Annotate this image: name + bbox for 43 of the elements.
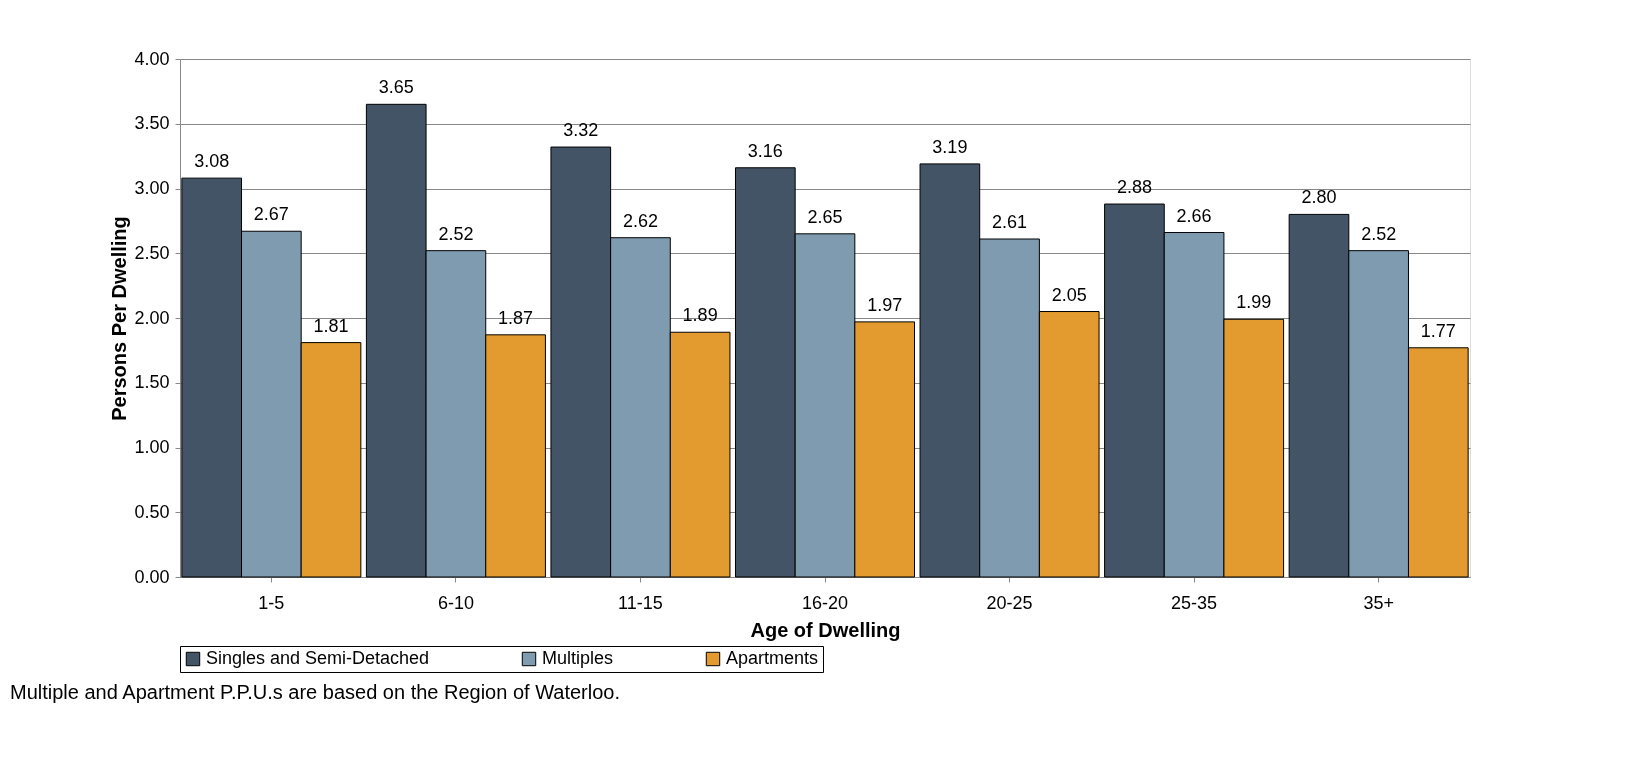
x-tick-label: 20-25 — [986, 592, 1033, 613]
x-tick-label: 1-5 — [258, 592, 285, 613]
y-tick-label: 3.50 — [134, 113, 170, 134]
data-label: 2.66 — [1176, 205, 1212, 226]
data-label: 3.32 — [563, 120, 599, 141]
data-label: 2.62 — [622, 210, 658, 231]
x-axis-title: Age of Dwelling — [750, 618, 901, 641]
y-tick-label: 2.50 — [134, 242, 170, 263]
data-label: 3.08 — [194, 151, 230, 172]
y-tick-label: 1.00 — [134, 437, 170, 457]
x-tick-label: 16-20 — [801, 592, 849, 613]
y-tick-label: 2.00 — [134, 307, 170, 328]
data-label: 2.52 — [438, 223, 474, 244]
data-label: 2.61 — [992, 212, 1028, 233]
data-label: 1.77 — [1420, 320, 1456, 341]
legend-label: Singles and Semi-Detached — [206, 648, 430, 668]
y-axis-title: Persons Per Dwelling — [108, 216, 131, 421]
text: Multiple and Apartment P.P.U.s are based on the Region of Waterloo. — [10, 680, 620, 703]
data-label: 2.88 — [1116, 177, 1152, 198]
data-label: 3.19 — [932, 136, 968, 157]
data-label: 2.52 — [1361, 223, 1397, 244]
data-label: 3.16 — [747, 140, 783, 161]
legend-label: Multiples — [542, 648, 614, 668]
y-tick-label: 3.00 — [134, 178, 170, 198]
y-tick-label: 0.50 — [134, 501, 170, 522]
data-label: 2.05 — [1051, 284, 1087, 305]
y-tick-label: 0.00 — [134, 566, 170, 587]
data-label: 3.65 — [378, 77, 414, 98]
data-label: 2.80 — [1301, 187, 1337, 208]
data-label: 1.99 — [1236, 292, 1272, 313]
data-label: 1.97 — [867, 294, 903, 315]
data-label: 2.67 — [253, 204, 289, 225]
data-label: 1.81 — [313, 315, 349, 336]
x-tick-label: 6-10 — [437, 592, 474, 613]
data-label: 1.89 — [682, 305, 718, 326]
x-tick-label: 11-15 — [618, 592, 663, 613]
x-tick-label: 35+ — [1363, 592, 1394, 613]
data-label: 1.87 — [498, 307, 534, 328]
legend-label: Apartments — [726, 648, 819, 668]
y-tick-label: 4.00 — [134, 48, 170, 69]
y-tick-label: 1.50 — [134, 372, 170, 393]
x-tick-label: 25-35 — [1171, 592, 1218, 613]
data-label: 2.65 — [807, 206, 843, 227]
